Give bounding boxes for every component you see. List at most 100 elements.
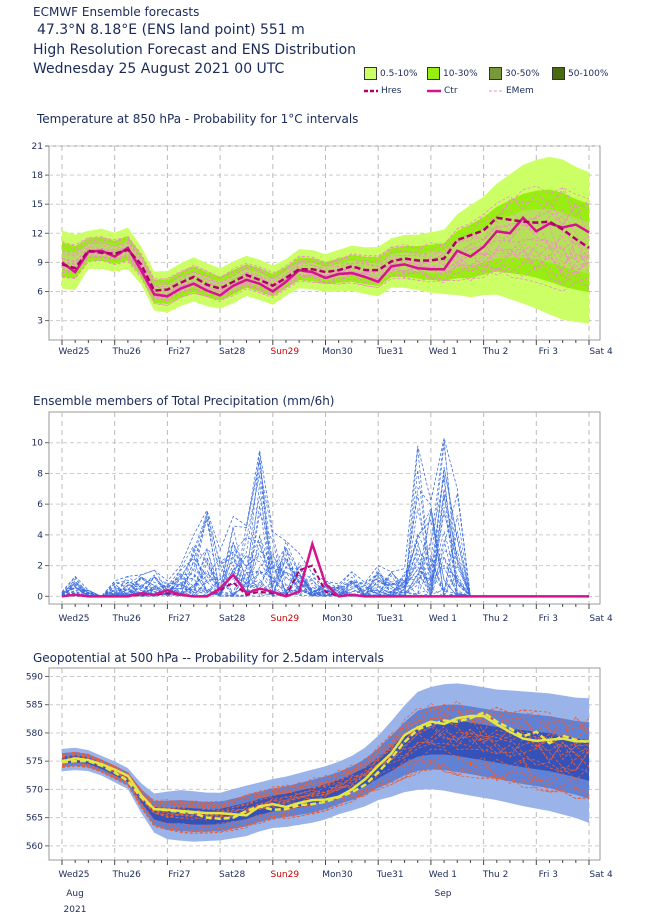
x-day-label: Thu 2 [482,347,509,357]
y-tick-label: 2 [37,562,43,572]
x-day-label: Thu26 [112,614,142,624]
y-tick-label: 4 [37,531,43,541]
x-day-label: Tue31 [376,870,404,880]
x-day-label: Fri 3 [539,870,558,880]
x-day-label: Thu 2 [482,614,509,624]
y-tick-label: 3 [37,317,43,327]
legend-label-1: 0.5-10% [380,68,418,79]
header-subtitle: High Resolution Forecast and ENS Distrib… [33,42,357,58]
x-day-label: Wed 1 [429,614,457,624]
x-day-label: Sat 4 [589,870,613,880]
ens-member-line [61,256,590,300]
ens-member-line [61,729,590,820]
y-tick-label: 580 [26,729,43,739]
y-tick-label: 590 [26,672,43,682]
legend-item-prob-3: 30-50% [489,67,540,80]
y-tick-label: 560 [26,842,43,852]
x-day-label: Mon30 [322,614,353,624]
ctr-line [61,539,589,598]
x-day-label: Wed25 [58,614,89,624]
y-tick-label: 9 [37,258,43,268]
plot-frame [48,411,601,605]
hres-line [61,711,590,821]
y-tick-label: 18 [32,171,44,181]
legend-swatch-3 [489,67,502,80]
legend: 0.5-10% 10-30% 30-50% 50-100% Hres Ctr E… [364,65,644,105]
y-tick-label: 8 [37,469,43,479]
plot-frame [48,667,601,861]
ens-member-line [61,259,590,306]
x-day-label: Sat28 [219,347,245,357]
x-day-label: Tue31 [376,347,404,357]
panel-title-precipitation: Ensemble members of Total Precipitation … [33,394,335,408]
x-day-label: Thu26 [112,347,142,357]
panel-3 [45,667,601,865]
ens-member-line [61,214,590,293]
y-tick-label: 565 [26,814,43,824]
x-day-label: Wed 1 [429,870,457,880]
panel-title-temperature: Temperature at 850 hPa - Probability for… [37,112,359,126]
panel-title-geopotential: Geopotential at 500 hPa -- Probability f… [33,651,384,665]
x-day-label: Sat28 [219,614,245,624]
y-tick-label: 570 [26,785,43,795]
y-tick-label: 0 [37,592,43,602]
legend-item-hres: Hres [364,86,402,96]
y-tick-label: 6 [37,500,43,510]
ens-member-line [61,259,590,306]
panel-1 [45,145,601,345]
x-day-label: Wed25 [58,347,89,357]
hres-line [61,216,590,292]
x-day-label: Fri27 [168,614,190,624]
x-day-label: Tue31 [376,614,404,624]
ens-member-line [61,706,590,806]
ens-member-line [61,185,590,281]
ens-member-line [61,700,590,804]
header-location: 47.3°N 8.18°E (ENS land point) 551 m [37,22,305,38]
panel-2 [45,411,601,609]
y-tick-label: 585 [26,701,43,711]
ens-member-line [61,708,590,811]
y-tick-label: 15 [32,200,43,210]
y-tick-label: 12 [32,229,43,239]
ens-member-line [61,189,590,280]
legend-swatch-4 [552,67,565,80]
x-day-label: Sun29 [271,870,300,880]
ens-member-line [61,748,590,830]
legend-label-4: 50-100% [568,68,609,79]
y-tick-label: 21 [32,142,43,152]
legend-item-emem: EMem [489,86,534,96]
legend-hres-line-icon [364,89,378,93]
legend-swatch-1 [364,67,377,80]
legend-emem-line-icon [489,90,503,92]
x-day-label: Fri 3 [539,614,558,624]
year-label: 2021 [64,905,87,915]
legend-hres-label: Hres [381,86,402,96]
header-line-1: ECMWF Ensemble forecasts [33,5,200,19]
x-day-label: Fri27 [168,347,190,357]
ens-member-line [61,722,590,817]
ens-member-line [61,438,589,597]
ens-member-line [61,202,590,287]
x-day-label: Sat28 [219,870,245,880]
ens-member-line [61,187,590,284]
legend-label-3: 30-50% [505,68,540,79]
legend-item-prob-2: 10-30% [427,67,478,80]
ens-member-line [61,546,589,597]
y-tick-label: 10 [32,439,44,449]
legend-label-2: 10-30% [443,68,478,79]
x-day-label: Sat 4 [589,347,613,357]
y-tick-label: 575 [26,757,43,767]
month-label-sep: Sep [435,889,452,899]
ens-member-line [61,711,590,810]
x-day-label: Thu 2 [482,870,509,880]
legend-swatch-2 [427,67,440,80]
legend-emem-label: EMem [506,86,534,96]
x-day-label: Sun29 [271,614,300,624]
x-day-label: Fri27 [168,870,190,880]
header-date: Wednesday 25 August 2021 00 UTC [33,61,285,77]
ens-member-line [61,704,590,804]
ctr-line [61,215,590,298]
ens-member-line [61,249,590,302]
month-label-aug: Aug [66,889,84,899]
